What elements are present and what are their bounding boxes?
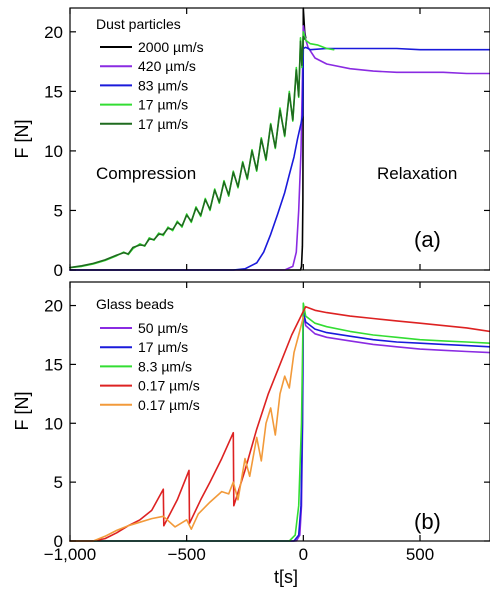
series-line-panel-a-4 xyxy=(69,35,306,269)
panel-a-label: (a) xyxy=(414,227,441,252)
annotation-compression: Compression xyxy=(96,164,196,183)
panel-b-frame xyxy=(69,281,490,542)
legend-entry-label: 0.17 µm/s xyxy=(138,378,200,394)
y-tick-label: 0 xyxy=(54,532,63,551)
legend-entry-label: 83 µm/s xyxy=(138,77,188,93)
panel-a-y-axis-label: F [N] xyxy=(12,120,32,159)
y-tick-label: 15 xyxy=(44,355,63,374)
panel-a-y-ticks: 0 5 10 15 20 xyxy=(44,23,490,280)
panel-a-x-ticks xyxy=(69,8,421,270)
y-tick-label: 15 xyxy=(44,82,63,101)
series-line-panel-b-3 xyxy=(69,305,490,542)
panel-b-y-ticks: 0 5 10 15 20 xyxy=(44,297,490,551)
series-line-panel-a-0 xyxy=(69,7,307,271)
y-tick-label: 0 xyxy=(54,261,63,280)
series-line-panel-a-1 xyxy=(69,25,490,271)
series-line-panel-b-4 xyxy=(69,316,305,542)
legend-entry-label: 2000 µm/s xyxy=(138,39,204,55)
panel-a-dust-particles: 0 5 10 15 20 F [N] Dust particles 2000 µm/s 4… xyxy=(12,7,490,280)
legend-entry-label: 17 µm/s xyxy=(138,116,188,132)
panel-a-legend-title: Dust particles xyxy=(96,16,181,32)
legend-entry-label: 17 µm/s xyxy=(138,339,188,355)
series-line-panel-b-2 xyxy=(69,302,490,542)
panel-a-legend: 2000 µm/s 420 µm/s 83 µm/s 17 µm/s 17 µm/s xyxy=(100,39,204,132)
panel-b-series xyxy=(69,302,490,542)
panel-a-frame xyxy=(69,7,490,271)
y-tick-label: 20 xyxy=(44,23,63,42)
y-tick-label: 10 xyxy=(44,414,63,433)
legend-entry-label: 50 µm/s xyxy=(138,320,188,336)
legend-entry-label: 0.17 µm/s xyxy=(138,397,200,413)
panel-b-glass-beads: 0 5 10 15 20 −1,000 −500 0 500 F [N] t[s] Glass… xyxy=(12,281,490,587)
x-tick-label: 500 xyxy=(406,545,434,564)
panel-b-x-axis-label: t[s] xyxy=(274,567,298,587)
legend-entry-label: 8.3 µm/s xyxy=(138,358,192,374)
y-tick-label: 20 xyxy=(44,297,63,316)
y-tick-label: 5 xyxy=(54,201,63,220)
x-tick-label: −1,000 xyxy=(44,545,96,564)
annotation-relaxation: Relaxation xyxy=(377,164,457,183)
legend-entry-label: 420 µm/s xyxy=(138,58,196,74)
panel-b-x-ticks: −1,000 −500 0 500 xyxy=(44,282,434,564)
y-tick-label: 5 xyxy=(54,473,63,492)
panel-b-legend: 50 µm/s 17 µm/s 8.3 µm/s 0.17 µm/s 0.17 µm/s xyxy=(100,320,200,413)
panel-b-label: (b) xyxy=(414,509,441,534)
x-tick-label: 0 xyxy=(299,545,308,564)
panel-b-y-axis-label: F [N] xyxy=(12,392,32,431)
legend-entry-label: 17 µm/s xyxy=(138,97,188,113)
panel-b-legend-title: Glass beads xyxy=(96,296,174,312)
x-tick-label: −500 xyxy=(168,545,206,564)
y-tick-label: 10 xyxy=(44,142,63,161)
series-line-panel-a-2 xyxy=(69,46,490,271)
series-line-panel-b-0 xyxy=(69,314,490,542)
series-line-panel-b-1 xyxy=(69,310,490,542)
panel-a-series xyxy=(69,7,490,271)
